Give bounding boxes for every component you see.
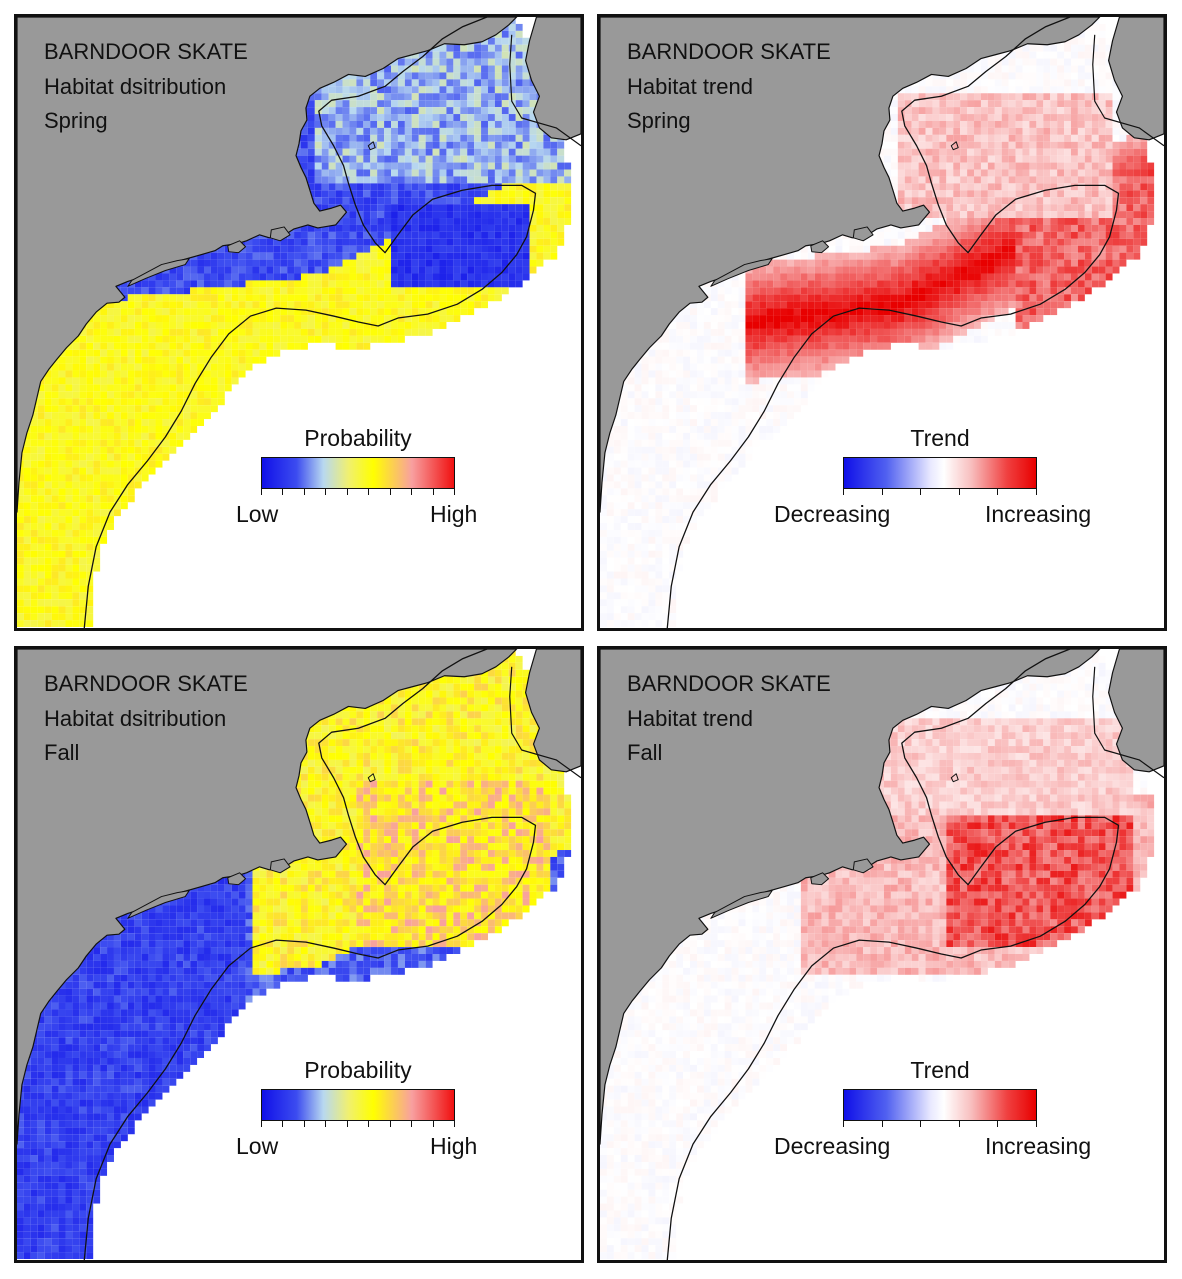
title-line-1: Habitat trend <box>627 73 753 99</box>
panel-title: BARNDOOR SKATE Habitat trend Spring <box>627 35 831 139</box>
land-mass <box>17 17 518 513</box>
legend-high-label: Increasing <box>985 1133 1092 1159</box>
land-nova-scotia <box>524 17 581 141</box>
legend-color-bar <box>261 457 455 489</box>
shelf-contour-line <box>83 17 537 628</box>
title-line-2: Fall <box>627 740 663 765</box>
legend: Probability Low High <box>198 423 518 543</box>
island-1 <box>852 858 874 874</box>
small-lake <box>367 141 376 151</box>
legend-low-label: Low <box>236 501 279 527</box>
shelf-contour-ne <box>1092 666 1164 779</box>
legend: Probability Low High <box>198 1055 518 1175</box>
shelf-contour-ne <box>509 666 581 779</box>
island-2 <box>127 890 190 919</box>
legend-high-label: Increasing <box>985 501 1092 527</box>
legend-color-bar <box>843 457 1037 489</box>
title-line-2: Spring <box>627 108 691 133</box>
island-0 <box>227 240 247 254</box>
legend-ticks <box>843 1121 1037 1127</box>
shelf-contour-line <box>666 17 1120 628</box>
panel-title: BARNDOOR SKATE Habitat trend Fall <box>627 667 831 771</box>
land-nova-scotia <box>1107 649 1164 773</box>
land-mass <box>17 649 518 1145</box>
island-0 <box>227 872 247 886</box>
title-line-2: Spring <box>44 108 108 133</box>
panel-spring-trend: BARNDOOR SKATE Habitat trend Spring Trend De… <box>597 14 1167 631</box>
legend-color-bar <box>261 1089 455 1121</box>
island-2 <box>710 890 773 919</box>
title-line-0: BARNDOOR SKATE <box>44 671 248 696</box>
panel-fall-trend: BARNDOOR SKATE Habitat trend Fall Trend Decr… <box>597 646 1167 1263</box>
land-mass <box>600 649 1101 1145</box>
legend-low-label: Decreasing <box>774 501 891 527</box>
panel-spring-distribution: BARNDOOR SKATE Habitat dsitribution Spring… <box>14 14 584 631</box>
title-line-2: Fall <box>44 740 80 765</box>
legend-low-label: Low <box>236 1133 279 1159</box>
land-nova-scotia <box>524 649 581 773</box>
title-line-1: Habitat dsitribution <box>44 73 227 99</box>
map-svg <box>17 17 581 628</box>
small-lake <box>367 773 376 783</box>
map-svg <box>600 649 1164 1260</box>
shelf-contour-ne <box>1092 34 1164 147</box>
title-line-1: Habitat trend <box>627 705 753 731</box>
legend-color-bar <box>843 1089 1037 1121</box>
title-line-0: BARNDOOR SKATE <box>627 671 831 696</box>
panel-fall-distribution: BARNDOOR SKATE Habitat dsitribution Fall Pr… <box>14 646 584 1263</box>
land-nova-scotia <box>1107 17 1164 141</box>
legend: Trend Decreasing Increasing <box>774 1055 1100 1175</box>
panel-title: BARNDOOR SKATE Habitat dsitribution Spring <box>44 35 248 139</box>
panel-title: BARNDOOR SKATE Habitat dsitribution Fall <box>44 667 248 771</box>
island-1 <box>269 858 291 874</box>
legend-high-label: High <box>430 501 478 527</box>
legend-title: Probability <box>304 425 412 451</box>
small-lake <box>950 773 959 783</box>
shelf-contour-ne <box>509 34 581 147</box>
legend-title: Trend <box>910 1057 970 1083</box>
island-0 <box>810 872 830 886</box>
island-1 <box>269 226 291 242</box>
island-2 <box>710 258 773 287</box>
map-svg <box>17 649 581 1260</box>
legend-title: Trend <box>910 425 970 451</box>
legend-ticks <box>843 489 1037 495</box>
legend-high-label: High <box>430 1133 478 1159</box>
shelf-contour-line <box>83 649 537 1260</box>
map-svg <box>600 17 1164 628</box>
legend-ticks <box>261 489 455 495</box>
land-mass <box>600 17 1101 513</box>
title-line-1: Habitat dsitribution <box>44 705 227 731</box>
shelf-contour-line <box>666 649 1120 1260</box>
title-line-0: BARNDOOR SKATE <box>44 39 248 64</box>
legend-ticks <box>261 1121 455 1127</box>
legend-low-label: Decreasing <box>774 1133 891 1159</box>
legend: Trend Decreasing Increasing <box>774 423 1100 543</box>
island-2 <box>127 258 190 287</box>
title-line-0: BARNDOOR SKATE <box>627 39 831 64</box>
legend-title: Probability <box>304 1057 412 1083</box>
island-0 <box>810 240 830 254</box>
small-lake <box>950 141 959 151</box>
island-1 <box>852 226 874 242</box>
